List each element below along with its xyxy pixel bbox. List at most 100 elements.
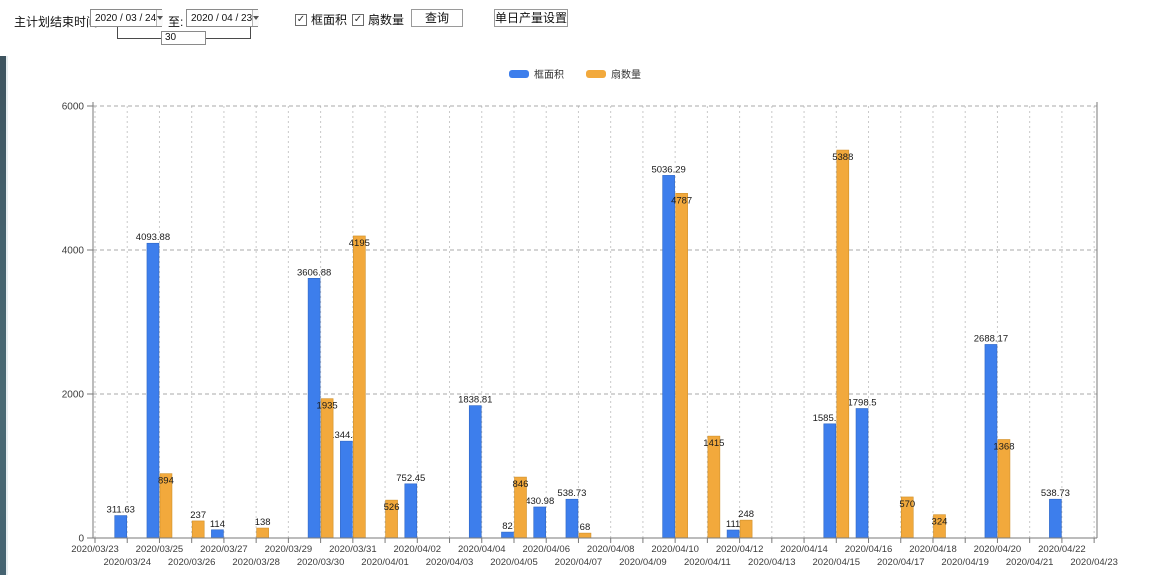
start-date-picker[interactable]: 2020 / 03 / 24	[90, 9, 164, 27]
connector-line	[250, 27, 251, 39]
bar-value-label: 538.73	[1041, 488, 1070, 499]
bar-value-label: 5388	[832, 152, 853, 163]
checkbox-frame-area[interactable]: ✓ 框面积	[295, 11, 347, 28]
bar-value-label: 4195	[349, 238, 370, 249]
bar-value-label: 114	[210, 519, 225, 530]
bar-扇数量-2020/03/28	[256, 527, 269, 539]
bar-value-label: 752.45	[396, 473, 425, 484]
bar-value-label: 1935	[317, 401, 338, 412]
x-axis-date-label: 2020/04/22	[1038, 544, 1086, 555]
bar-value-label: 82	[502, 521, 513, 532]
x-axis-date-label: 2020/04/17	[877, 557, 925, 568]
x-axis-date-label: 2020/04/19	[941, 557, 989, 568]
bar-扇数量-2020/04/15	[836, 149, 850, 539]
chart-legend: 框面积 扇数量	[0, 66, 1150, 81]
production-bar-chart: 0 2000 4000 6000 311.63 4093.88 114 3606.88 1344…	[0, 90, 1150, 575]
connector-line	[117, 38, 161, 39]
query-button[interactable]: 查询	[411, 9, 463, 27]
x-axis-date-label: 2020/03/31	[329, 544, 377, 555]
bar-value-label: 3606.88	[297, 267, 331, 278]
legend-label: 框面积	[534, 70, 564, 81]
bar-扇数量-2020/04/20	[997, 439, 1011, 539]
bar-value-label: 68	[580, 522, 591, 533]
bar-value-label: 248	[738, 509, 754, 520]
x-axis-date-label: 2020/04/11	[684, 557, 731, 568]
bar-扇数量-2020/04/11	[707, 435, 721, 539]
connector-line	[117, 27, 118, 39]
bar-扇数量-2020/04/07	[578, 532, 592, 539]
bar-value-label: 311.63	[107, 505, 135, 516]
bar-value-label: 430.98	[525, 496, 554, 507]
bar-value-label: 4787	[671, 195, 692, 206]
bar-框面积-2020/04/05	[501, 531, 514, 539]
start-date-value: 2020 / 03 / 24	[95, 12, 157, 24]
checkbox-checked-icon[interactable]: ✓	[295, 13, 307, 26]
end-date-value: 2020 / 04 / 23	[191, 12, 253, 24]
bar-value-label: 2688.17	[974, 333, 1008, 344]
daily-output-settings-button[interactable]: 单日产量设置	[494, 9, 568, 27]
start-date-dropdown-icon[interactable]	[156, 10, 164, 26]
x-axis-date-label: 2020/03/30	[297, 557, 345, 568]
bar-value-label: 1368	[993, 442, 1014, 453]
checkbox-checked-icon[interactable]: ✓	[352, 13, 364, 26]
x-axis-date-label: 2020/04/03	[426, 557, 474, 568]
legend-item-frame-area: 框面积	[509, 66, 564, 81]
bar-框面积-2020/04/15	[823, 423, 837, 539]
x-axis-date-label: 2020/03/29	[265, 544, 313, 555]
checkbox-frame-area-label: 框面积	[311, 13, 348, 27]
bar-框面积-2020/03/27	[211, 529, 224, 539]
bar-value-label: 894	[158, 476, 174, 487]
x-axis-date-label: 2020/04/06	[522, 544, 570, 555]
y-axis-tick-label: 2000	[62, 390, 85, 401]
x-axis-date-label: 2020/03/23	[71, 544, 119, 555]
y-axis-tick-label: 6000	[62, 102, 85, 113]
chart-canvas: 0 2000 4000 6000 311.63 4093.88 114 3606.88 1344…	[62, 102, 1118, 569]
plan-end-time-label: 主计划结束时间:	[14, 15, 102, 29]
bar-框面积-2020/04/16	[855, 408, 869, 539]
end-date-dropdown-icon[interactable]	[252, 10, 260, 26]
bar-框面积-2020/04/10	[662, 175, 675, 539]
checkbox-fan-count[interactable]: ✓ 扇数量	[352, 11, 404, 28]
checkbox-fan-count-label: 扇数量	[368, 13, 405, 27]
bar-value-label: 138	[255, 517, 271, 528]
bar-value-label: 1344.95	[329, 430, 363, 441]
bar-扇数量-2020/03/26	[191, 520, 205, 539]
bar-扇数量-2020/04/12	[739, 519, 753, 539]
bar-扇数量-2020/03/30	[320, 398, 334, 539]
x-axis-date-label: 2020/04/01	[361, 557, 409, 568]
x-axis-date-label: 2020/04/18	[909, 544, 957, 555]
bar-value-label: 1415	[703, 438, 724, 449]
y-axis-tick-label: 4000	[62, 246, 85, 257]
x-axis-date-label: 2020/04/12	[716, 544, 764, 555]
bar-框面积-2020/04/04	[468, 405, 482, 539]
bar-扇数量-2020/04/10	[675, 193, 688, 539]
bar-value-label: 538.73	[557, 488, 586, 499]
x-axis-date-label: 2020/04/05	[490, 557, 538, 568]
window-edge-strip	[0, 0, 8, 575]
bar-value-label: 111	[726, 519, 740, 530]
bar-框面积-2020/04/02	[404, 483, 418, 539]
x-axis-date-label: 2020/04/08	[587, 544, 635, 555]
legend-swatch-blue	[509, 69, 529, 78]
bar-value-label: 846	[513, 479, 529, 490]
connector-line	[206, 38, 251, 39]
bar-value-label: 4093.88	[136, 232, 170, 243]
bar-扇数量-2020/03/31	[353, 235, 366, 539]
toolbar: 主计划结束时间: 2020 / 03 / 24 至: 2020 / 04 / 2…	[0, 0, 1150, 56]
x-axis-date-label: 2020/03/28	[232, 557, 280, 568]
bar-框面积-2020/04/22	[1049, 498, 1062, 539]
x-axis-date-label: 2020/03/27	[200, 544, 248, 555]
bar-value-label: 324	[932, 517, 948, 528]
legend-item-fan-count: 扇数量	[586, 66, 641, 81]
days-interval-input[interactable]: 30	[161, 31, 206, 45]
y-axis-tick-label: 0	[78, 534, 84, 545]
x-axis-date-label: 2020/03/24	[103, 557, 151, 568]
bar-框面积-2020/04/12	[726, 529, 740, 539]
bar-框面积-2020/03/24	[114, 515, 128, 539]
bar-value-label: 1838.81	[458, 395, 492, 406]
bar-value-label: 1585.96	[813, 413, 847, 424]
x-axis-date-label: 2020/03/26	[168, 557, 216, 568]
x-axis-date-label: 2020/04/04	[458, 544, 506, 555]
end-date-picker[interactable]: 2020 / 04 / 23	[186, 9, 260, 27]
